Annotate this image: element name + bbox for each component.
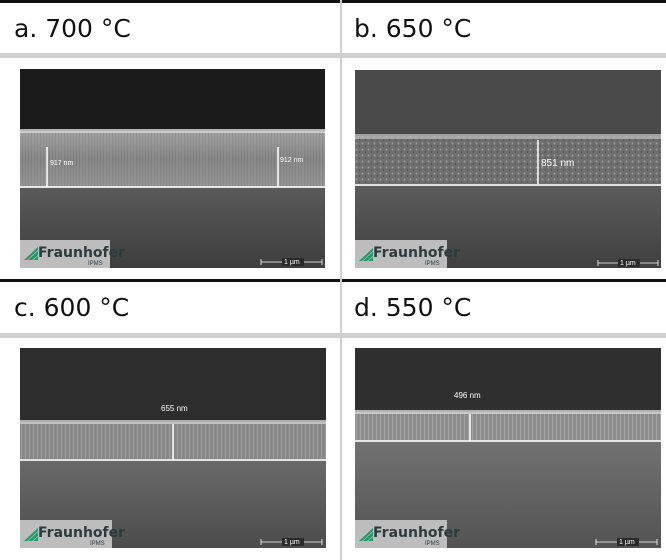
fraunhofer-mark-icon xyxy=(24,247,38,260)
logo-subtitle: IPMS xyxy=(425,261,440,267)
scale-bar-a: 1 µm xyxy=(260,258,323,266)
measurement-label-a1: 917 nm xyxy=(50,160,74,167)
measurement-label-d: 496 nm xyxy=(454,391,481,400)
sem-image-c-graphic: 655 nm 1 µm xyxy=(20,348,326,548)
sem-image-a: 917 nm 912 nm 1 µm Fraunhofer IPMS xyxy=(20,69,325,268)
fraunhofer-logo-b: Fraunhofer IPMS xyxy=(355,240,460,268)
header-rule-top xyxy=(0,53,666,58)
header-rule-bottom xyxy=(0,333,666,338)
logo-wordmark: Fraunhofer xyxy=(373,245,461,261)
logo-wordmark: Fraunhofer xyxy=(38,245,126,261)
scale-bar-c: 1 µm xyxy=(260,538,323,546)
panel-a-header: a. 700 °C xyxy=(14,14,131,43)
panel-d-header: d. 550 °C xyxy=(354,293,472,322)
logo-wordmark: Fraunhofer xyxy=(38,525,126,541)
measurement-label-c: 655 nm xyxy=(161,404,188,413)
svg-text:1 µm: 1 µm xyxy=(284,539,300,546)
scale-bar-d: 1 µm xyxy=(595,538,658,546)
fraunhofer-mark-icon xyxy=(359,528,373,541)
panel-c-header: c. 600 °C xyxy=(14,293,130,322)
panel-b-header: b. 650 °C xyxy=(354,14,472,43)
logo-subtitle: IPMS xyxy=(88,261,103,267)
middle-rule xyxy=(0,279,666,282)
scale-bar-b: 1 µm xyxy=(597,259,659,267)
sem-image-d: 496 nm 1 µm Fraunhofer IPMS xyxy=(355,348,661,548)
fraunhofer-mark-icon xyxy=(359,248,373,261)
logo-subtitle: IPMS xyxy=(425,541,440,547)
fraunhofer-logo-c: Fraunhofer IPMS xyxy=(20,520,125,548)
fraunhofer-logo-a: Fraunhofer IPMS xyxy=(20,240,125,268)
measurement-label-b: 851 nm xyxy=(541,158,574,169)
logo-wordmark: Fraunhofer xyxy=(373,525,461,541)
svg-text:1 µm: 1 µm xyxy=(619,539,635,546)
sem-image-d-graphic: 496 nm 1 µm xyxy=(355,348,661,548)
sem-image-a-graphic: 917 nm 912 nm 1 µm xyxy=(20,69,325,268)
svg-text:1 µm: 1 µm xyxy=(620,260,636,267)
top-rule xyxy=(0,0,666,3)
fraunhofer-logo-d: Fraunhofer IPMS xyxy=(355,520,460,548)
svg-text:1 µm: 1 µm xyxy=(284,259,300,266)
fraunhofer-mark-icon xyxy=(24,528,38,541)
measurement-label-a2: 912 nm xyxy=(280,157,304,164)
column-divider xyxy=(340,0,342,560)
logo-subtitle: IPMS xyxy=(90,541,105,547)
sem-image-b: 851 nm 1 µm Fraunhofer IPMS xyxy=(355,70,661,268)
sem-image-b-graphic: 851 nm 1 µm xyxy=(355,70,661,268)
sem-image-c: 655 nm 1 µm Fraunhofer IPMS xyxy=(20,348,326,548)
